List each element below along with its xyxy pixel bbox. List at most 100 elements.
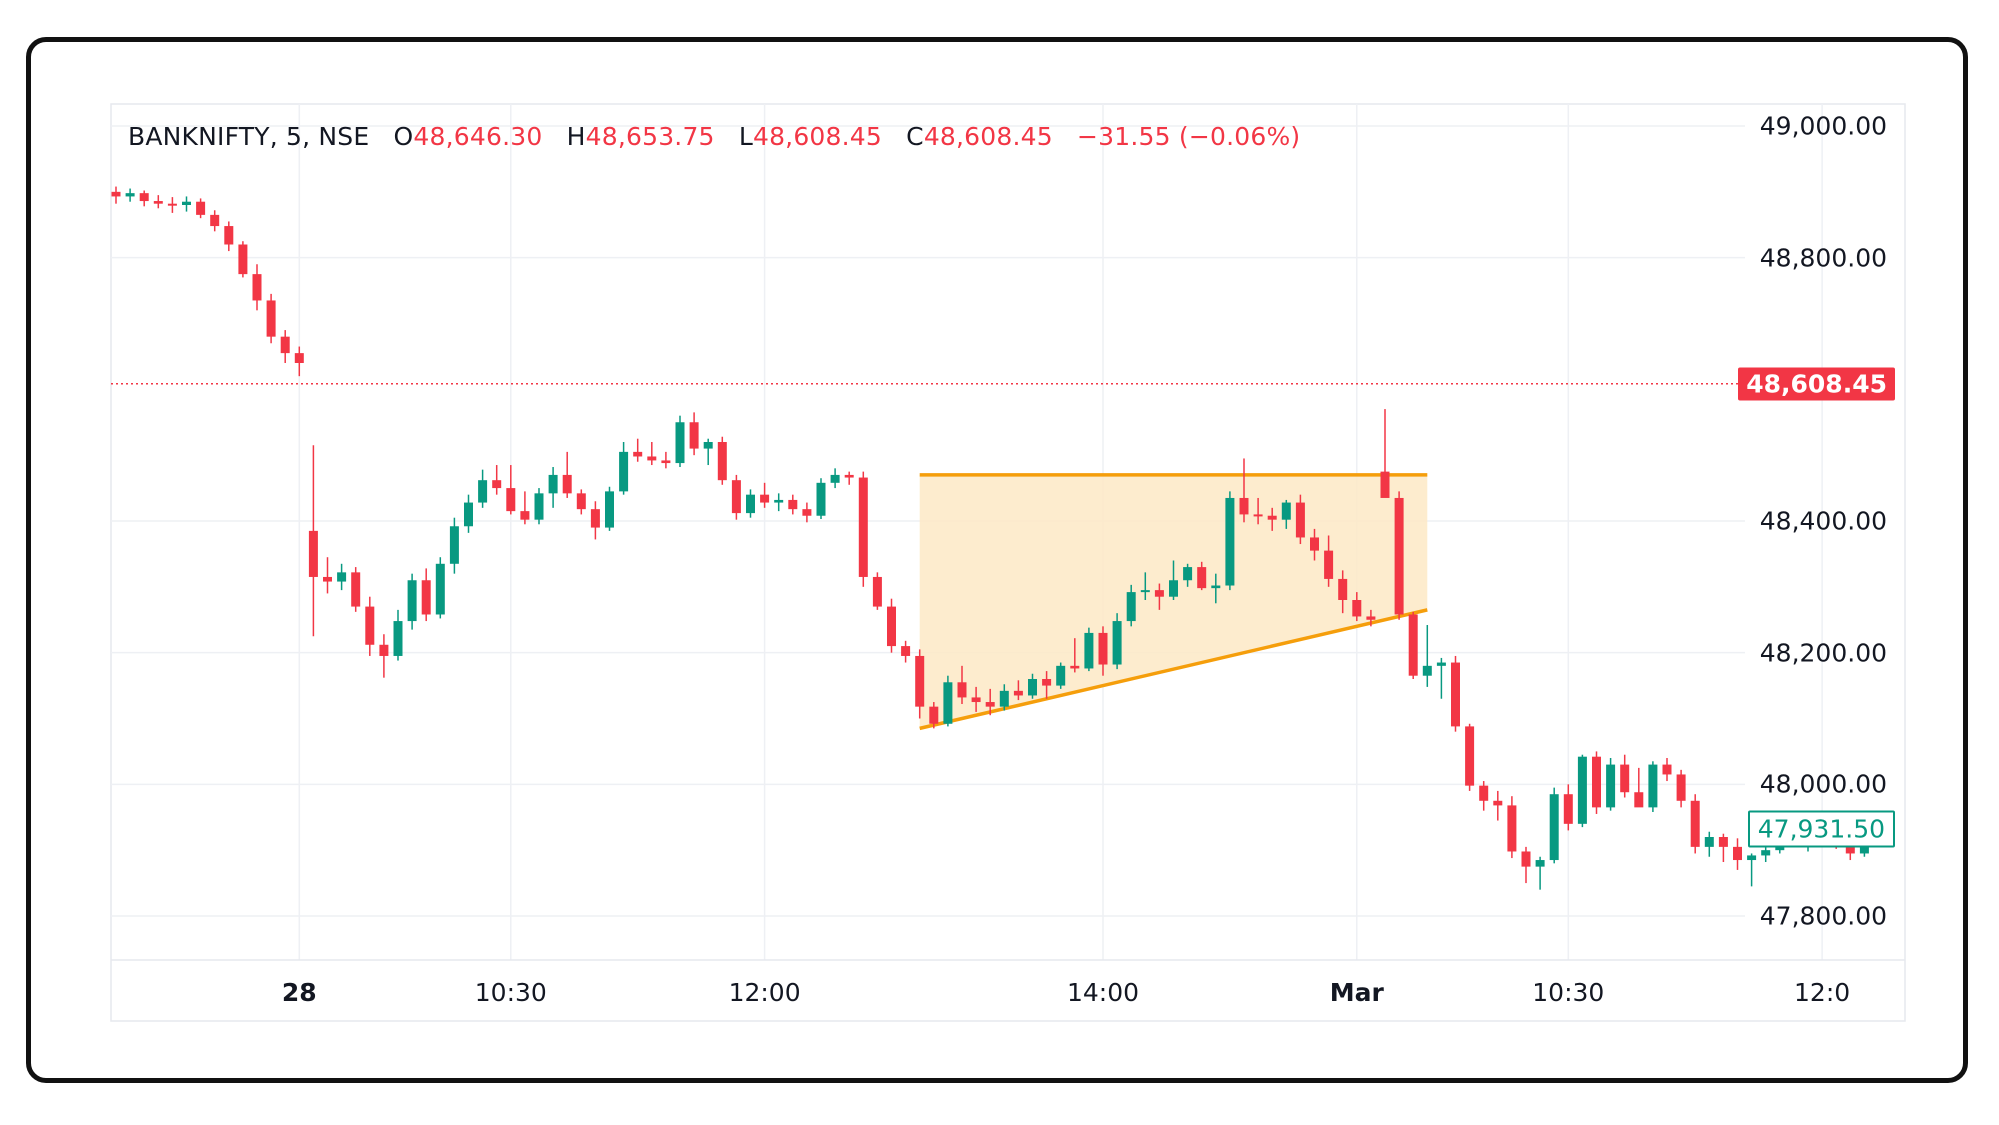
candle-down[interactable]: [760, 482, 770, 508]
candle-down[interactable]: [167, 197, 177, 213]
candle-up[interactable]: [746, 489, 755, 518]
candle-down[interactable]: [887, 598, 896, 653]
candle-up[interactable]: [1056, 662, 1066, 689]
candle-down[interactable]: [1154, 583, 1164, 610]
candle-down[interactable]: [1563, 784, 1573, 831]
candle-down[interactable]: [576, 489, 586, 515]
candle-down[interactable]: [590, 501, 600, 540]
candle-down[interactable]: [323, 557, 332, 594]
symbol-label[interactable]: BANKNIFTY, 5, NSE: [128, 122, 370, 151]
candles[interactable]: [111, 186, 1869, 890]
candle-up[interactable]: [1169, 560, 1178, 601]
candle-down[interactable]: [1267, 507, 1277, 531]
candle-down[interactable]: [1733, 838, 1742, 870]
candle-down[interactable]: [1042, 671, 1052, 699]
candle-up[interactable]: [675, 415, 685, 468]
candle-down[interactable]: [1366, 609, 1376, 627]
candle-down[interactable]: [1718, 833, 1728, 863]
candle-down[interactable]: [971, 686, 981, 712]
candle-down[interactable]: [1197, 561, 1207, 591]
candle-up[interactable]: [435, 557, 445, 619]
candle-up[interactable]: [1535, 856, 1545, 890]
candle-up[interactable]: [125, 188, 135, 202]
candle-up[interactable]: [1281, 499, 1291, 529]
candle-down[interactable]: [1324, 535, 1334, 587]
candle-down[interactable]: [280, 330, 290, 363]
candle-up[interactable]: [1606, 758, 1616, 811]
candle-down[interactable]: [562, 451, 572, 498]
candle-down[interactable]: [1620, 754, 1630, 798]
candle-up[interactable]: [1577, 754, 1587, 828]
candle-up[interactable]: [830, 468, 840, 489]
candle-up[interactable]: [774, 493, 784, 512]
candle-up[interactable]: [548, 467, 558, 508]
candle-up[interactable]: [337, 563, 347, 591]
candle-up[interactable]: [1747, 853, 1757, 887]
candle-down[interactable]: [1295, 494, 1305, 545]
candle-down[interactable]: [492, 465, 502, 495]
candle-down[interactable]: [1676, 769, 1686, 808]
candle-up[interactable]: [464, 494, 473, 533]
candle-down[interactable]: [238, 241, 248, 278]
candle-down[interactable]: [1070, 638, 1080, 673]
candle-up[interactable]: [534, 488, 544, 525]
candle-down[interactable]: [153, 195, 163, 209]
candle-up[interactable]: [619, 442, 629, 495]
candle-up[interactable]: [1648, 761, 1658, 812]
candle-down[interactable]: [196, 198, 206, 219]
candle-up[interactable]: [407, 573, 417, 630]
candle-up[interactable]: [1211, 573, 1221, 604]
candle-up[interactable]: [1112, 613, 1122, 670]
candle-up[interactable]: [1704, 831, 1714, 857]
candle-down[interactable]: [647, 442, 657, 466]
candle-down[interactable]: [1352, 592, 1362, 622]
candle-down[interactable]: [661, 451, 671, 469]
candle-down[interactable]: [365, 596, 375, 656]
candle-down[interactable]: [957, 665, 967, 705]
candle-down[interactable]: [858, 471, 868, 587]
candle-up[interactable]: [1422, 625, 1432, 687]
candle-down[interactable]: [1507, 796, 1517, 859]
candle-down[interactable]: [379, 634, 389, 678]
candle-up[interactable]: [1028, 673, 1037, 699]
candle-down[interactable]: [308, 445, 318, 637]
candle-down[interactable]: [294, 346, 304, 377]
candle-down[interactable]: [929, 702, 939, 729]
candle-down[interactable]: [351, 567, 361, 612]
candle-down[interactable]: [1394, 491, 1404, 620]
candle-up[interactable]: [703, 438, 713, 466]
candle-down[interactable]: [224, 221, 234, 252]
candle-down[interactable]: [1521, 846, 1531, 884]
candle-down[interactable]: [901, 640, 911, 663]
candle-down[interactable]: [1408, 611, 1418, 679]
candle-down[interactable]: [111, 186, 121, 204]
candle-down[interactable]: [1690, 794, 1700, 854]
candle-up[interactable]: [449, 517, 459, 574]
candle-down[interactable]: [915, 649, 925, 719]
candle-down[interactable]: [717, 436, 727, 485]
candle-down[interactable]: [1338, 570, 1348, 614]
candle-down[interactable]: [872, 572, 882, 610]
candle-down[interactable]: [520, 491, 530, 525]
candle-up[interactable]: [1183, 563, 1193, 587]
candle-up[interactable]: [478, 469, 488, 508]
candle-down[interactable]: [985, 688, 995, 716]
candle-down[interactable]: [802, 502, 812, 523]
candle-down[interactable]: [1634, 767, 1644, 808]
candle-down[interactable]: [844, 471, 854, 485]
candle-down[interactable]: [1380, 409, 1390, 498]
candle-down[interactable]: [633, 438, 643, 462]
candle-up[interactable]: [943, 675, 953, 727]
candle-down[interactable]: [1013, 680, 1023, 701]
candle-down[interactable]: [252, 264, 262, 311]
candle-up[interactable]: [1225, 491, 1235, 591]
candle-up[interactable]: [1436, 657, 1446, 699]
candle-down[interactable]: [1451, 655, 1460, 732]
candle-up[interactable]: [1126, 584, 1136, 627]
candle-up[interactable]: [605, 486, 614, 531]
candle-down[interactable]: [1592, 751, 1601, 814]
candle-down[interactable]: [1310, 528, 1319, 561]
candle-up[interactable]: [393, 609, 403, 661]
candle-down[interactable]: [689, 412, 699, 456]
